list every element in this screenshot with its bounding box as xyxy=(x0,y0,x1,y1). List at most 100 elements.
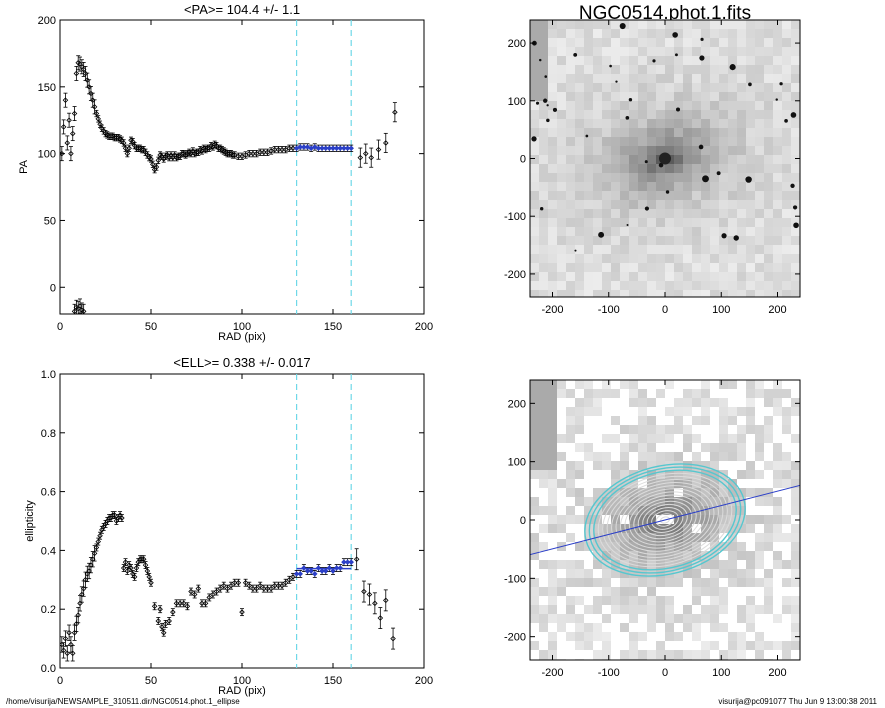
image-pixel xyxy=(539,650,548,659)
image-pixel xyxy=(782,641,791,650)
image-pixel xyxy=(575,596,584,605)
image-pixel xyxy=(647,515,656,524)
image-pixel xyxy=(557,200,566,209)
image-pixel xyxy=(782,407,791,416)
image-pixel xyxy=(746,146,755,155)
image-pixel xyxy=(773,407,782,416)
x-tick-label: -100 xyxy=(598,667,620,679)
image-pixel xyxy=(791,191,800,200)
data-point xyxy=(250,585,256,592)
image-pixel xyxy=(620,533,629,542)
image-pixel xyxy=(764,263,773,272)
image-pixel xyxy=(602,290,611,297)
image-pixel xyxy=(602,20,611,29)
image-pixel xyxy=(593,74,602,83)
y-tick-label: 0 xyxy=(520,154,526,166)
image-pixel xyxy=(746,155,755,164)
image-pixel xyxy=(575,155,584,164)
image-pixel xyxy=(665,290,674,297)
image-pixel xyxy=(620,137,629,146)
star-source xyxy=(628,98,633,102)
data-point xyxy=(362,150,369,157)
image-pixel xyxy=(584,434,593,443)
image-pixel xyxy=(764,569,773,578)
data-point xyxy=(319,568,325,574)
star-source xyxy=(598,231,605,238)
image-pixel xyxy=(791,551,800,560)
image-pixel xyxy=(737,614,746,623)
data-point xyxy=(250,150,256,157)
image-pixel xyxy=(791,452,800,461)
image-pixel xyxy=(602,506,611,515)
image-pixel xyxy=(746,92,755,101)
image-pixel xyxy=(746,119,755,128)
image-pixel xyxy=(728,605,737,614)
image-pixel xyxy=(782,398,791,407)
image-pixel xyxy=(746,533,755,542)
image-pixel xyxy=(539,29,548,38)
image-pixel xyxy=(737,128,746,137)
image-pixel xyxy=(611,398,620,407)
image-pixel xyxy=(773,416,782,425)
image-pixel xyxy=(791,56,800,65)
image-pixel xyxy=(539,560,548,569)
image-pixel xyxy=(557,587,566,596)
image-pixel xyxy=(620,200,629,209)
image-pixel xyxy=(629,641,638,650)
data-point xyxy=(239,609,245,615)
image-pixel xyxy=(656,398,665,407)
image-pixel xyxy=(530,254,539,263)
image-pixel xyxy=(755,398,764,407)
image-pixel xyxy=(692,650,701,659)
image-pixel xyxy=(530,110,539,119)
image-pixel xyxy=(791,380,800,389)
image-pixel xyxy=(692,524,701,533)
ell-y-axis-label: ellipticity xyxy=(24,500,36,542)
image-pixel xyxy=(566,605,575,614)
image-pixel xyxy=(593,200,602,209)
image-pixel xyxy=(539,470,548,479)
image-pixel xyxy=(566,236,575,245)
image-pixel xyxy=(539,407,548,416)
data-point xyxy=(290,574,296,580)
ell-data-marks xyxy=(60,374,396,668)
image-pixel xyxy=(764,587,773,596)
image-pixel xyxy=(584,128,593,137)
image-pixel xyxy=(566,497,575,506)
image-pixel xyxy=(539,641,548,650)
image-pixel xyxy=(701,20,710,29)
image-pixel xyxy=(755,65,764,74)
x-tick-label: 0 xyxy=(57,675,63,687)
image-pixel xyxy=(611,38,620,47)
image-pixel xyxy=(719,506,728,515)
image-pixel xyxy=(719,47,728,56)
data-point xyxy=(122,559,129,565)
image-pixel xyxy=(791,497,800,506)
image-pixel xyxy=(692,92,701,101)
image-pixel xyxy=(557,128,566,137)
image-pixel xyxy=(602,74,611,83)
image-pixel xyxy=(638,137,647,146)
image-pixel xyxy=(665,128,674,137)
image-pixel xyxy=(737,290,746,297)
image-pixel xyxy=(710,110,719,119)
image-pixel xyxy=(782,173,791,182)
image-pixel xyxy=(575,452,584,461)
image-pixel xyxy=(539,623,548,632)
image-pixel xyxy=(647,578,656,587)
image-pixel xyxy=(593,146,602,155)
image-pixel xyxy=(557,83,566,92)
data-point xyxy=(69,650,76,657)
image-pixel xyxy=(566,20,575,29)
image-pixel xyxy=(737,155,746,164)
image-pixel xyxy=(638,461,647,470)
image-pixel xyxy=(638,614,647,623)
image-pixel xyxy=(665,191,674,200)
image-pixel xyxy=(530,92,539,101)
image-pixel xyxy=(629,236,638,245)
image-pixel xyxy=(602,443,611,452)
image-pixel xyxy=(557,614,566,623)
x-tick-label: -100 xyxy=(598,304,620,316)
image-pixel xyxy=(539,614,548,623)
data-point xyxy=(253,585,260,592)
